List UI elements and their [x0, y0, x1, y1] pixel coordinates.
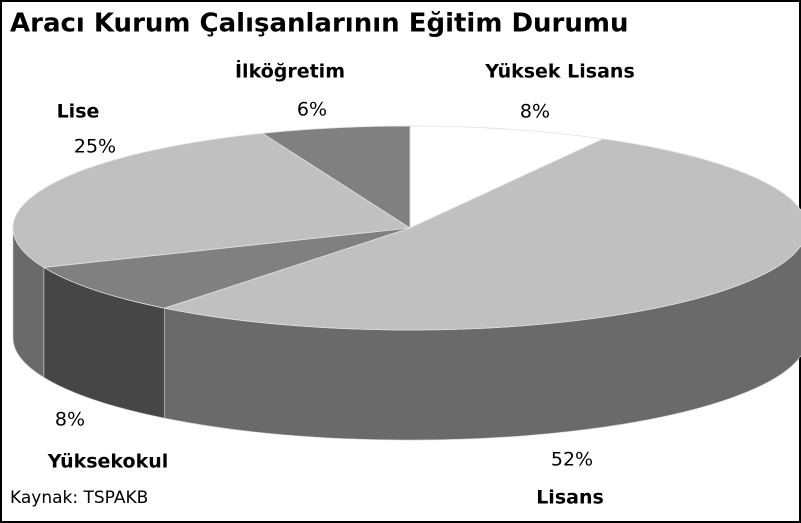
chart-title: Aracı Kurum Çalışanlarının Eğitim Durumu: [10, 9, 629, 39]
category-label: Lise: [57, 101, 100, 123]
slice-top: [409, 125, 605, 229]
slice-top: [261, 125, 411, 229]
value-label: 25%: [74, 136, 116, 158]
category-label: Lisans: [536, 487, 604, 509]
category-label: Yüksekokul: [47, 451, 169, 473]
pie-slice: [409, 125, 605, 229]
value-label: 8%: [520, 101, 550, 123]
source-note: Kaynak: TSPAKB: [10, 488, 148, 508]
slice-top: [42, 227, 411, 309]
slice-top: [12, 132, 412, 268]
category-label: İlköğretim: [235, 59, 345, 83]
pie-slice: [42, 227, 411, 419]
pie-slice: [12, 132, 412, 378]
value-label: 8%: [55, 409, 85, 431]
value-label: 52%: [551, 449, 593, 471]
pie-slice: [163, 138, 801, 441]
value-label: 6%: [297, 99, 327, 121]
pie-slice: [261, 125, 411, 229]
slice-top: [163, 138, 801, 331]
category-label: Yüksek Lisans: [484, 61, 635, 83]
